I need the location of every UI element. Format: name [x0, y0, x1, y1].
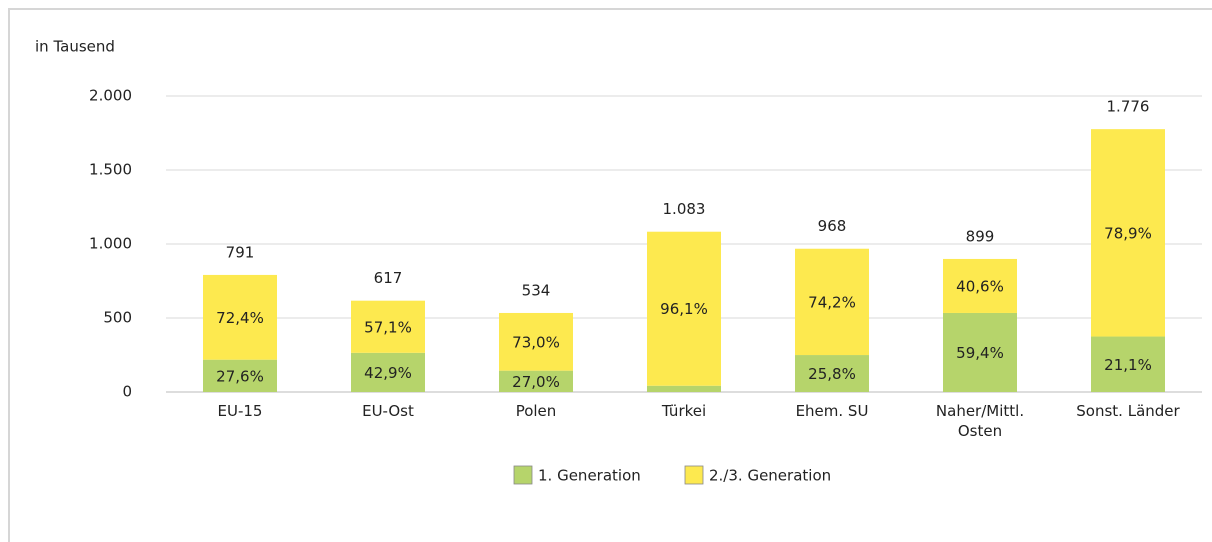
value-label: 57,1%	[364, 318, 412, 336]
frame	[8, 8, 1212, 542]
x-tick-label: Sonst. Länder	[1076, 402, 1180, 420]
legend-label: 1. Generation	[538, 467, 641, 485]
bar-segment	[795, 355, 869, 392]
y-tick-label: 1.500	[89, 161, 132, 179]
x-tick-label: Ehem. SU	[795, 402, 869, 420]
x-tick-label: EU-Ost	[362, 402, 414, 420]
value-label: 42,9%	[364, 364, 412, 382]
x-tick-label: EU-15	[217, 402, 263, 420]
value-label: 40,6%	[956, 277, 1004, 295]
bar-segment	[647, 231, 721, 386]
bar-segment	[1091, 129, 1165, 337]
total-label: 534	[522, 281, 551, 299]
y-tick-label: 1.000	[89, 235, 132, 253]
value-label: 74,2%	[808, 293, 856, 311]
value-label: 96,1%	[660, 300, 708, 318]
total-label: 1.776	[1107, 98, 1150, 116]
value-label: 78,9%	[1104, 224, 1152, 242]
total-label: 899	[966, 227, 995, 245]
legend-swatch	[513, 465, 533, 485]
value-label: 73,0%	[512, 333, 560, 351]
bar-segment	[499, 312, 573, 371]
bar-segment	[943, 312, 1017, 392]
bar-segment	[351, 352, 425, 392]
value-label: 27,0%	[512, 373, 560, 391]
value-label: 27,6%	[216, 367, 264, 385]
y-axis-label: in Tausend	[35, 38, 115, 56]
bar-segment	[203, 359, 277, 392]
y-tick-label: 500	[103, 309, 132, 327]
value-label: 25,8%	[808, 365, 856, 383]
x-tick-label: Naher/Mittl. Osten	[935, 402, 1025, 440]
x-tick-label: Türkei	[661, 402, 707, 420]
total-label: 617	[374, 269, 403, 287]
bar-segment	[351, 300, 425, 353]
value-label: 72,4%	[216, 309, 264, 327]
legend-label: 2./3. Generation	[709, 467, 831, 485]
bar-segment	[203, 274, 277, 360]
value-label: 59,4%	[956, 344, 1004, 362]
bar-segment	[499, 370, 573, 392]
x-tick-label: Polen	[515, 402, 557, 420]
bar-segment	[943, 258, 1017, 313]
y-tick-label: 0	[122, 383, 132, 401]
bar-segment	[795, 248, 869, 356]
bar-segment	[1091, 336, 1165, 392]
bar-segment	[647, 385, 721, 392]
y-tick-label: 2.000	[89, 87, 132, 105]
value-label: 21,1%	[1104, 356, 1152, 374]
legend-swatch	[684, 465, 704, 485]
total-label: 791	[226, 243, 255, 261]
total-label: 968	[818, 217, 847, 235]
total-label: 1.083	[663, 200, 706, 218]
